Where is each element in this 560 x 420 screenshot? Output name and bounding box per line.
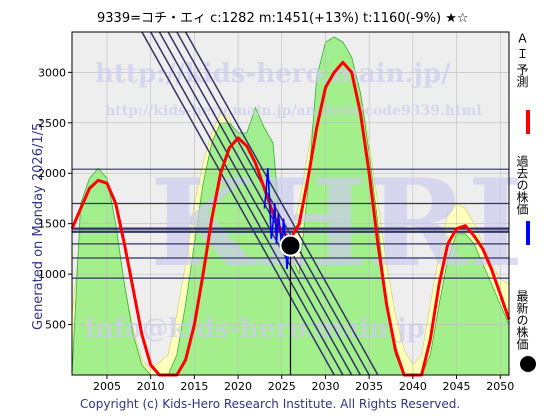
watermark-url1: http://kids-hero.main.jp/: [95, 59, 451, 89]
x-tick-label-2: 2015: [180, 380, 208, 393]
watermark-url2: http://kids-hero.main.jp/analysis/code93…: [105, 103, 482, 119]
x-tick-label-9: 2050: [486, 380, 514, 393]
trend-line-3: [184, 31, 379, 376]
chart-title: 9339=コチ・エィ c:1282 m:1451(+13%) t:1160(-9…: [97, 11, 469, 26]
x-tick-label-4: 2025: [268, 380, 296, 393]
x-tick-label-6: 2035: [355, 380, 383, 393]
y-tick-label-0: 500: [45, 319, 66, 332]
y-tick-label-1: 1000: [38, 268, 66, 281]
legend-label-1: 過去の株価: [515, 155, 529, 215]
watermark-email: info@kids-hero.main.jp: [85, 314, 425, 344]
current-price-marker: [279, 234, 302, 257]
y-tick-label-5: 3000: [38, 66, 66, 79]
trend-line-0: [158, 31, 353, 376]
x-tick-label-3: 2020: [224, 380, 252, 393]
legend-label-2: 最新の株価: [515, 290, 529, 350]
x-tick-label-5: 2030: [311, 380, 339, 393]
copyright: Copyright (c) Kids-Hero Research Institu…: [80, 397, 460, 411]
plot-area: KHRI http://kids-hero.main.jp/ http://ki…: [70, 31, 524, 377]
generated-label: Generated on Monday 2026/1/5.: [31, 119, 46, 330]
trend-line-4: [141, 31, 335, 376]
trend-line-2: [176, 31, 370, 376]
x-tick-label-7: 2040: [399, 380, 427, 393]
legend-swatch-2: [520, 356, 536, 372]
x-tick-label-0: 2005: [93, 380, 121, 393]
y-tick-label-4: 2500: [38, 117, 66, 130]
current-price: [279, 234, 302, 375]
plot-frame: [71, 31, 510, 376]
x-axis: 2005 2010 2015 2020 2025 2030 2035 2040 2045 2050: [93, 375, 514, 393]
x-tick-label-8: 2045: [443, 380, 471, 393]
y-axis: 500 1000 1500 2000 2500 3000: [38, 66, 72, 332]
watermark-big: KHRI: [150, 153, 524, 294]
x-tick-label-1: 2010: [137, 380, 165, 393]
y-tick-label-2: 1500: [38, 218, 66, 231]
trend-line-5: [150, 31, 344, 376]
y-tick-label-3: 2000: [38, 167, 66, 180]
trend-channel: [141, 31, 379, 376]
legend-label-0: Ａ Ｉ 予測: [515, 32, 529, 88]
